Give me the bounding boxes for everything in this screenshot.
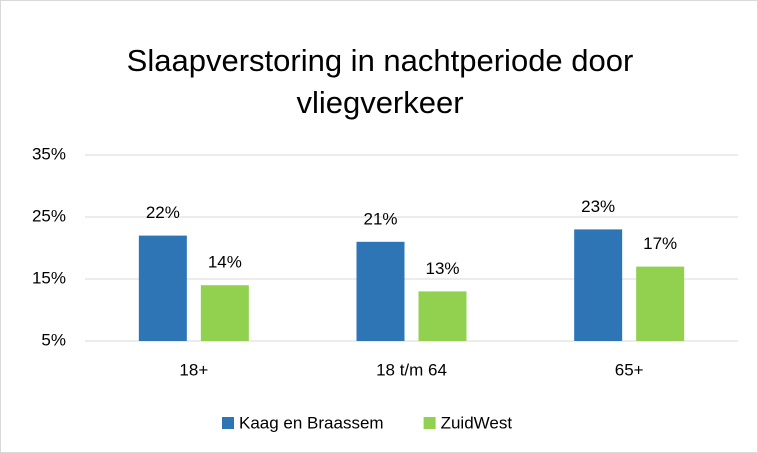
bar bbox=[200, 285, 249, 341]
legend-swatch bbox=[423, 417, 436, 429]
bar bbox=[636, 266, 685, 341]
bar bbox=[138, 235, 187, 341]
bar bbox=[418, 291, 467, 341]
data-label: 14% bbox=[208, 253, 242, 272]
data-label: 22% bbox=[146, 203, 180, 222]
data-label: 17% bbox=[643, 234, 677, 253]
data-label: 13% bbox=[425, 259, 459, 278]
x-tick-label: 18+ bbox=[179, 360, 208, 379]
y-tick-label: 35% bbox=[32, 144, 66, 163]
data-label: 23% bbox=[581, 197, 615, 216]
legend-label: Kaag en Braassem bbox=[239, 413, 384, 432]
y-tick-label: 15% bbox=[32, 268, 66, 287]
legend-swatch bbox=[222, 417, 234, 429]
bar bbox=[356, 241, 405, 341]
x-tick-label: 18 t/m 64 bbox=[376, 360, 447, 379]
bar bbox=[574, 229, 623, 341]
y-tick-label: 25% bbox=[32, 206, 66, 225]
data-label: 21% bbox=[363, 209, 397, 228]
x-tick-label: 65+ bbox=[615, 360, 644, 379]
y-tick-label: 5% bbox=[41, 330, 66, 349]
chart-title: Slaapverstoring in nachtperiode door vli… bbox=[126, 43, 634, 120]
legend-label: ZuidWest bbox=[441, 413, 513, 432]
